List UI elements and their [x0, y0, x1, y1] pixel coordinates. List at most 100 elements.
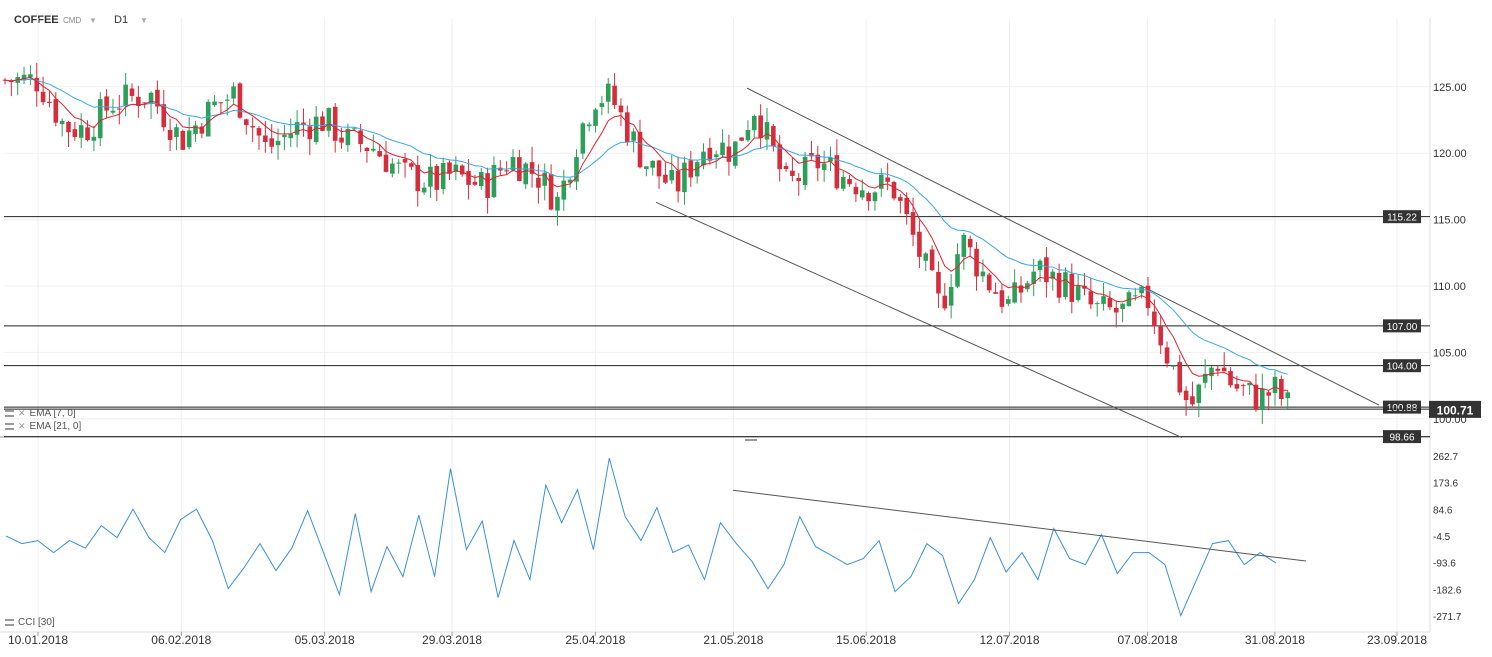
candle-body [199, 126, 205, 134]
candlestick-series [2, 62, 1290, 424]
candle [78, 113, 84, 149]
candle [1209, 365, 1214, 390]
candle-body [967, 238, 973, 248]
price-tick-label: 120.00 [1433, 148, 1467, 160]
candle-body [745, 130, 751, 141]
candle-body [364, 147, 370, 152]
candle-body [999, 290, 1005, 307]
candle-body [631, 131, 636, 141]
candle-body [580, 123, 586, 154]
candle-body [885, 177, 890, 182]
candle-body [91, 136, 97, 141]
candle-body [180, 130, 186, 150]
candle [1031, 258, 1036, 297]
candle-body [523, 163, 528, 185]
candle-body [1075, 285, 1081, 301]
candle [1215, 365, 1221, 377]
candle [320, 111, 325, 132]
candle-body [339, 137, 344, 143]
cci-tick-label: -4.5 [1433, 532, 1451, 543]
candle-body [288, 133, 294, 139]
candle-body [1145, 285, 1151, 308]
candle-body [1215, 368, 1221, 371]
candle [199, 122, 205, 139]
candle [796, 173, 802, 196]
candle [301, 108, 306, 137]
candle [561, 169, 567, 211]
candle-body [377, 151, 382, 157]
date-tick-label: 21.05.2018 [703, 633, 763, 647]
candle-body [345, 129, 351, 146]
candle [1272, 370, 1278, 406]
candle-body [396, 162, 401, 164]
candle-body [21, 74, 27, 81]
candle-body [459, 165, 465, 175]
candle-body [85, 127, 90, 141]
candle [250, 117, 255, 142]
symbol-dropdown-icon[interactable]: ▼ [89, 15, 97, 25]
ema-fast-line [4, 76, 1288, 391]
timeframe-dropdown-icon[interactable]: ▼ [140, 15, 148, 25]
remove-icon[interactable]: ✕ [18, 408, 26, 418]
symbol-label[interactable]: COFFEE [14, 14, 59, 26]
candle-body [1056, 272, 1062, 298]
candle-body [326, 108, 332, 131]
candle [155, 80, 160, 114]
candle [1044, 247, 1049, 298]
candle [123, 72, 128, 117]
candle-body [542, 172, 548, 186]
candle [809, 140, 814, 160]
settings-icon[interactable] [5, 619, 14, 626]
candle-body [224, 99, 230, 101]
candle [193, 120, 198, 142]
candle-body [1107, 298, 1113, 308]
settings-icon[interactable] [5, 423, 14, 430]
candle-body [1063, 272, 1068, 298]
candle-body [1183, 390, 1189, 401]
candle [97, 92, 103, 147]
candle-body [282, 134, 287, 138]
candle-body [599, 103, 605, 107]
candle-body [536, 177, 541, 188]
candle-body [561, 180, 567, 200]
candle [218, 102, 224, 115]
candle [186, 117, 192, 150]
candle-body [879, 174, 884, 189]
candle-body [1006, 299, 1011, 304]
candle [459, 164, 465, 177]
level-badge-bg [1383, 359, 1421, 373]
candle-body [936, 271, 941, 294]
candle-body [34, 77, 40, 92]
level-badge-bg [1383, 400, 1421, 414]
candle [1228, 367, 1233, 388]
candle [866, 191, 871, 211]
remove-icon[interactable]: ✕ [18, 421, 26, 431]
candle [605, 77, 611, 114]
candle [1120, 303, 1125, 323]
candle-body [250, 126, 255, 128]
candle-body [1266, 392, 1271, 396]
candle [1260, 373, 1265, 424]
candle-body [840, 177, 846, 189]
candle-body [2, 79, 8, 81]
candle [790, 158, 795, 182]
settings-icon[interactable] [5, 410, 14, 417]
date-tick-label: 15.06.2018 [836, 633, 896, 647]
timeframe-label[interactable]: D1 [114, 14, 129, 26]
date-tick-label: 10.01.2018 [8, 633, 68, 647]
candle [948, 274, 954, 319]
candle-body [1177, 362, 1183, 393]
candle [1240, 383, 1246, 397]
candle [1158, 315, 1163, 355]
candle-body [53, 99, 59, 123]
candle [237, 82, 243, 119]
candle [205, 99, 211, 137]
candle-body [275, 140, 281, 146]
candle-body [97, 99, 103, 139]
cci-tick-label: 84.6 [1433, 505, 1453, 516]
candle-body [478, 171, 484, 186]
candle [72, 121, 78, 141]
candle [758, 104, 763, 150]
candle [739, 137, 744, 142]
